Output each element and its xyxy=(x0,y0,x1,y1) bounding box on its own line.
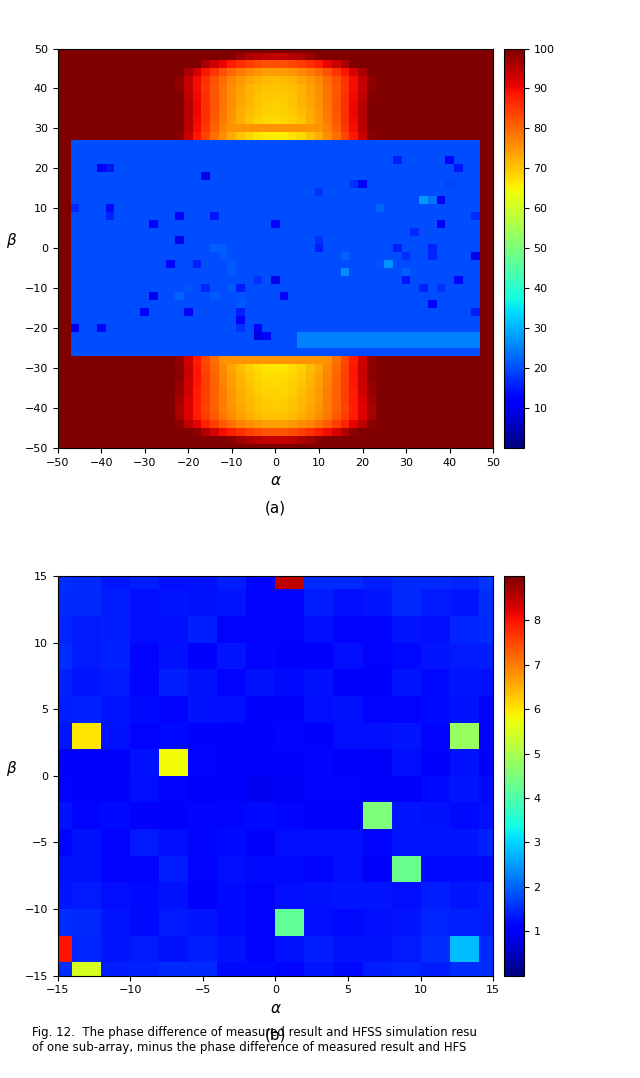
Text: (b): (b) xyxy=(265,1027,286,1042)
Text: (a): (a) xyxy=(265,500,286,515)
Text: Fig. 12.  The phase difference of measured result and HFSS simulation resu
of on: Fig. 12. The phase difference of measure… xyxy=(32,1026,477,1054)
X-axis label: α: α xyxy=(270,473,280,488)
Y-axis label: β: β xyxy=(6,761,15,776)
X-axis label: α: α xyxy=(270,1000,280,1015)
Y-axis label: β: β xyxy=(6,233,15,248)
